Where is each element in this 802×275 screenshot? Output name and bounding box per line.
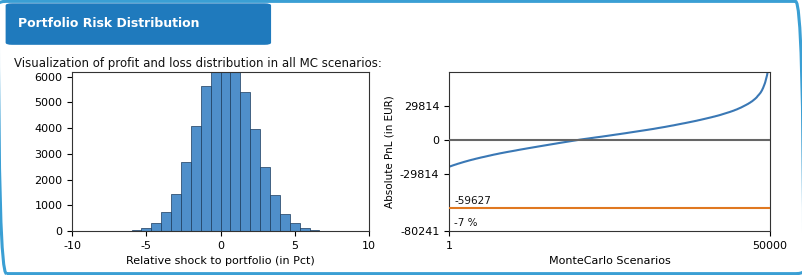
Bar <box>211 59 221 231</box>
Bar <box>141 228 152 231</box>
Text: -59627: -59627 <box>454 196 491 206</box>
Bar <box>171 194 181 231</box>
Bar <box>250 129 260 231</box>
Bar <box>260 167 270 231</box>
Bar <box>241 92 250 231</box>
Y-axis label: Absolute PnL (in EUR): Absolute PnL (in EUR) <box>384 95 395 208</box>
FancyBboxPatch shape <box>6 3 271 45</box>
Text: Portfolio Risk Distribution: Portfolio Risk Distribution <box>18 17 199 31</box>
X-axis label: MonteCarlo Scenarios: MonteCarlo Scenarios <box>549 256 670 266</box>
Bar <box>270 195 280 231</box>
Bar <box>300 228 310 231</box>
Bar <box>181 162 191 231</box>
Bar <box>310 230 319 231</box>
Bar <box>200 86 211 231</box>
Bar <box>132 230 141 231</box>
Bar <box>280 214 290 231</box>
X-axis label: Relative shock to portfolio (in Pct): Relative shock to portfolio (in Pct) <box>126 256 315 266</box>
Bar <box>152 222 161 231</box>
Bar <box>230 60 241 231</box>
Bar <box>191 126 200 231</box>
Bar <box>221 44 230 231</box>
Bar <box>161 212 171 231</box>
Text: -7 %: -7 % <box>454 218 478 228</box>
Text: Visualization of profit and loss distribution in all MC scenarios:: Visualization of profit and loss distrib… <box>14 57 383 70</box>
Bar <box>290 223 300 231</box>
